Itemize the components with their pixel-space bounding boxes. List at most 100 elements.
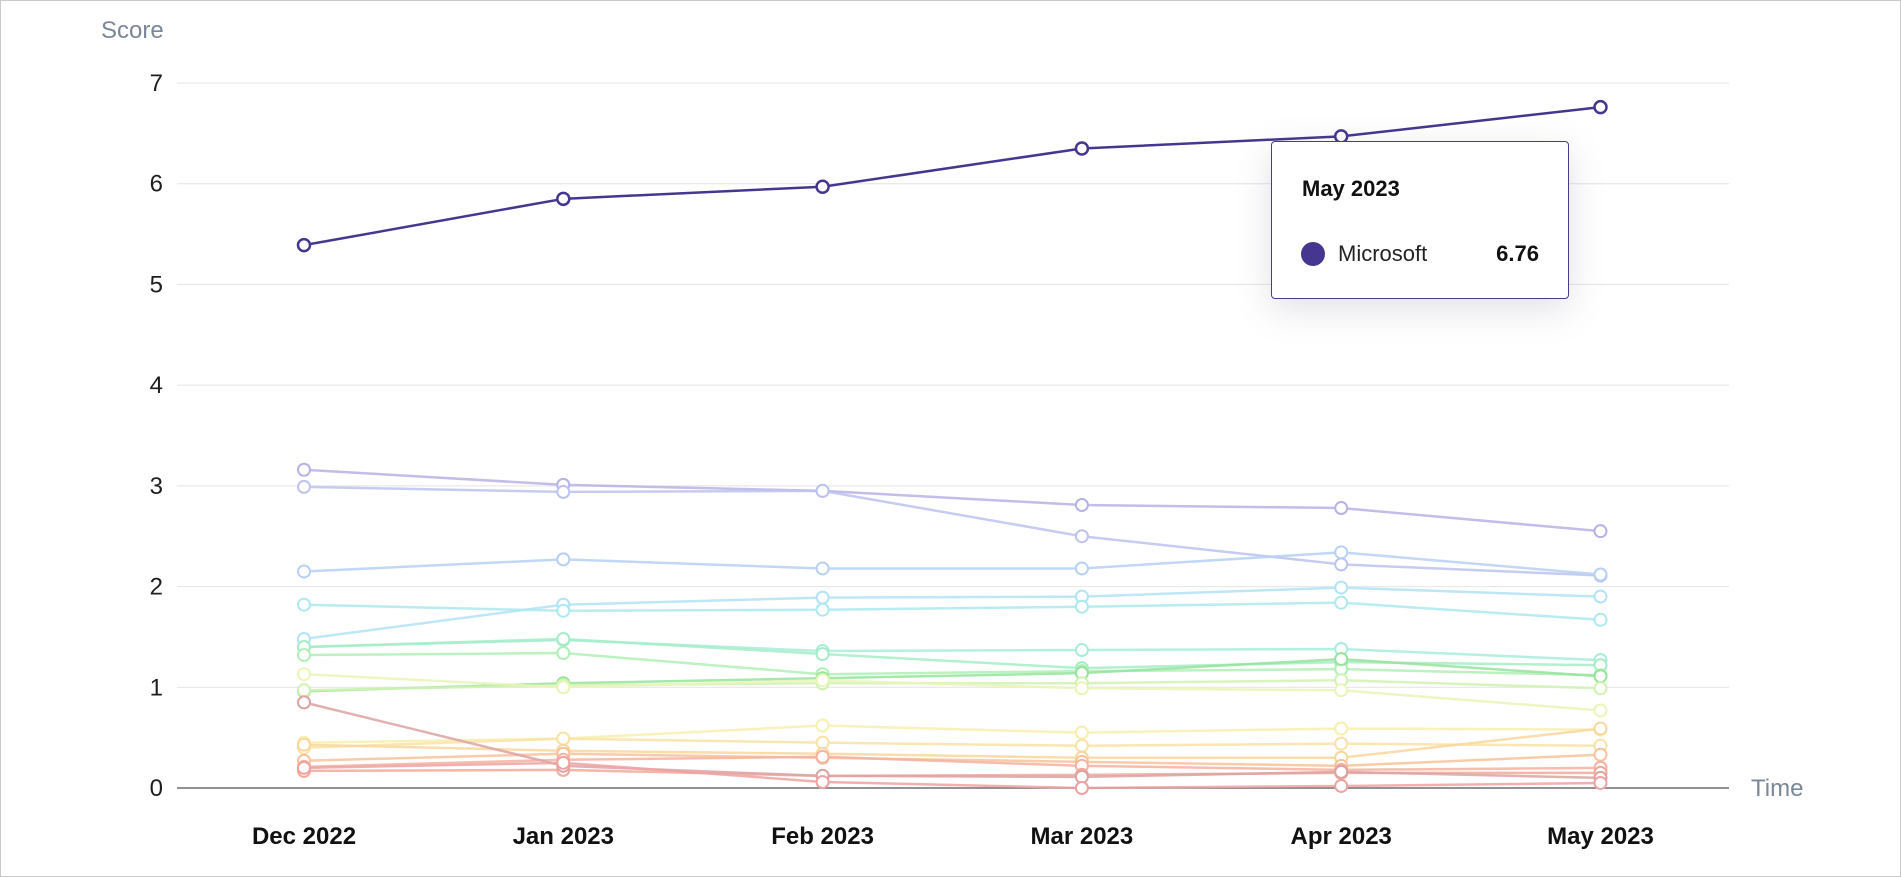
- data-point[interactable]: [1593, 99, 1608, 115]
- y-tick-label: 0: [150, 775, 163, 802]
- series-layer: [296, 99, 1608, 795]
- y-axis-title: Score: [101, 17, 164, 44]
- data-point[interactable]: [1593, 775, 1608, 790]
- x-tick-label: Mar 2023: [1031, 823, 1134, 850]
- x-tick-label: Feb 2023: [771, 823, 874, 850]
- series-2[interactable]: [297, 479, 1608, 583]
- data-point[interactable]: [1593, 703, 1608, 718]
- data-point[interactable]: [1074, 529, 1089, 544]
- data-point[interactable]: [815, 602, 830, 617]
- data-point[interactable]: [296, 237, 312, 253]
- data-point[interactable]: [297, 760, 311, 775]
- data-point[interactable]: [297, 737, 311, 752]
- x-tick-label: Apr 2023: [1291, 823, 1392, 850]
- data-point[interactable]: [815, 179, 830, 194]
- data-point[interactable]: [1074, 738, 1089, 753]
- data-point[interactable]: [1074, 781, 1089, 795]
- data-point[interactable]: [556, 552, 571, 567]
- data-point[interactable]: [297, 564, 311, 579]
- series-line: [303, 651, 1601, 677]
- data-point[interactable]: [1334, 545, 1349, 560]
- data-point[interactable]: [556, 755, 571, 770]
- data-point[interactable]: [556, 731, 571, 746]
- data-point[interactable]: [1074, 725, 1089, 740]
- series-3[interactable]: [297, 545, 1608, 582]
- x-axis-title: Time: [1751, 775, 1803, 802]
- data-point[interactable]: [297, 695, 311, 710]
- x-tick-label: Dec 2022: [252, 823, 356, 850]
- series-line: [303, 105, 1601, 247]
- data-point[interactable]: [815, 774, 830, 789]
- data-point[interactable]: [1334, 580, 1349, 595]
- data-point[interactable]: [1334, 778, 1349, 793]
- data-point[interactable]: [1074, 141, 1090, 156]
- data-point[interactable]: [1593, 747, 1608, 762]
- data-point[interactable]: [1593, 669, 1608, 684]
- data-point[interactable]: [1074, 561, 1089, 576]
- series-line: [303, 601, 1601, 622]
- series-line: [303, 727, 1601, 760]
- series-line: [303, 468, 1601, 533]
- x-tick-label: Jan 2023: [513, 823, 614, 850]
- data-point[interactable]: [556, 680, 571, 695]
- tooltip-series-dot: [1301, 242, 1325, 266]
- data-point[interactable]: [1334, 721, 1349, 736]
- series-5[interactable]: [297, 595, 1608, 627]
- data-point[interactable]: [1593, 589, 1608, 604]
- data-point[interactable]: [815, 647, 830, 662]
- data-point[interactable]: [297, 683, 311, 698]
- series-1[interactable]: [297, 462, 1608, 539]
- data-point[interactable]: [815, 673, 830, 688]
- data-point[interactable]: [815, 590, 830, 605]
- data-point[interactable]: [1593, 524, 1608, 539]
- data-point[interactable]: [1334, 764, 1349, 779]
- series-11[interactable]: [297, 667, 1608, 718]
- data-point[interactable]: [1074, 599, 1089, 614]
- data-point[interactable]: [815, 483, 830, 498]
- data-point[interactable]: [297, 597, 311, 612]
- data-point[interactable]: [297, 462, 311, 477]
- tooltip-series-name: Microsoft: [1338, 241, 1428, 266]
- tooltip-title: May 2023: [1302, 176, 1400, 201]
- data-point[interactable]: [556, 484, 571, 499]
- series-4[interactable]: [297, 580, 1608, 646]
- series-line: [303, 672, 1601, 712]
- series-line: [303, 485, 1601, 577]
- data-point[interactable]: [815, 749, 830, 764]
- data-point[interactable]: [1074, 643, 1089, 658]
- series-microsoft[interactable]: [296, 99, 1608, 253]
- series-line: [303, 737, 1601, 749]
- series-19[interactable]: [297, 755, 1608, 795]
- data-point[interactable]: [297, 479, 311, 494]
- y-tick-label: 2: [150, 574, 163, 601]
- data-point[interactable]: [815, 718, 830, 733]
- data-point[interactable]: [815, 561, 830, 576]
- data-point[interactable]: [556, 603, 571, 618]
- data-point[interactable]: [556, 631, 571, 646]
- data-point[interactable]: [1334, 683, 1349, 698]
- series-line: [303, 701, 1601, 780]
- data-point[interactable]: [1593, 612, 1608, 627]
- data-point[interactable]: [1334, 501, 1349, 516]
- x-tick-label: May 2023: [1547, 823, 1654, 850]
- data-point[interactable]: [297, 648, 311, 663]
- data-point[interactable]: [1074, 681, 1089, 696]
- data-point[interactable]: [1593, 567, 1608, 582]
- tooltip-value: 6.76: [1496, 241, 1539, 266]
- data-point[interactable]: [1334, 557, 1349, 572]
- data-point[interactable]: [556, 646, 571, 661]
- x-axis-ticks: Dec 2022 Jan 2023 Feb 2023 Mar 2023 Apr 2023…: [252, 823, 1654, 850]
- series-line: [303, 755, 1601, 772]
- data-point[interactable]: [1334, 595, 1349, 610]
- y-tick-label: 3: [150, 473, 163, 500]
- data-point[interactable]: [556, 191, 571, 207]
- data-point[interactable]: [1334, 652, 1349, 667]
- series-9[interactable]: [297, 652, 1608, 699]
- data-point[interactable]: [1593, 681, 1608, 696]
- data-point[interactable]: [297, 667, 311, 682]
- data-point[interactable]: [1593, 721, 1608, 736]
- y-tick-label: 4: [150, 372, 163, 399]
- data-point[interactable]: [1074, 497, 1089, 512]
- data-point[interactable]: [1334, 736, 1349, 751]
